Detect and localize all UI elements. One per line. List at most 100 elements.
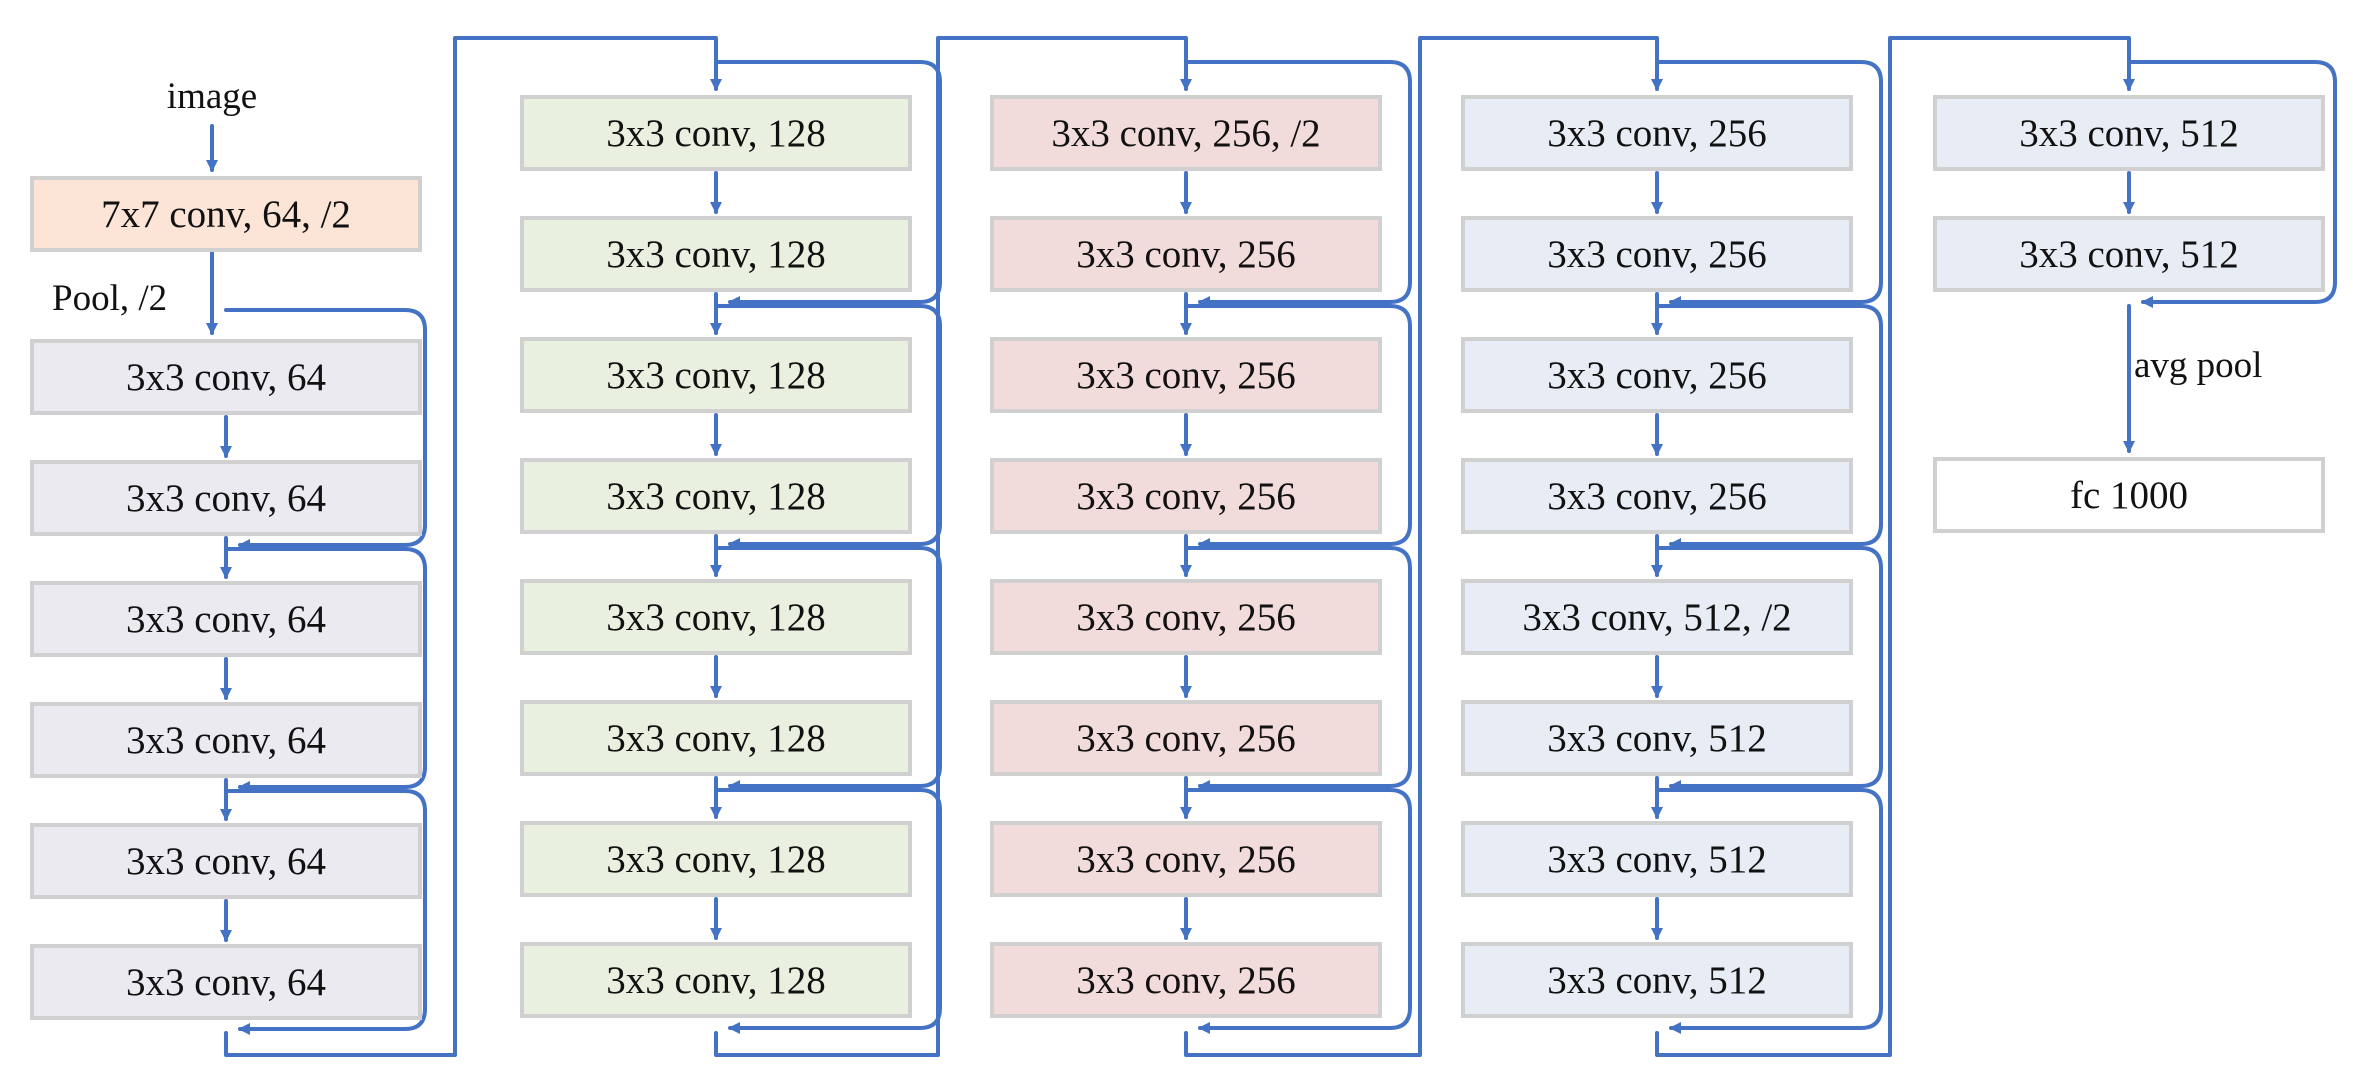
stage-256-512-layer-2: 3x3 conv, 256 (1461, 216, 1853, 292)
stage-256-512-layer-4-rect (1461, 458, 1853, 534)
stage-128-layer-3: 3x3 conv, 128 (520, 337, 912, 413)
stem-conv-box: 7x7 conv, 64, /2 (30, 176, 422, 252)
stage-128-layer-2-label: 3x3 conv, 128 (606, 233, 826, 276)
pool-label: Pool, /2 (52, 278, 167, 319)
stage-256-skip-1 (1184, 60, 1412, 308)
layer-boxes: 7x7 conv, 64, /2 3x3 conv, 64 3x3 conv, 64… (30, 95, 2325, 1020)
stage-64-layer-4-rect (30, 702, 422, 778)
stage-64-layer-4: 3x3 conv, 64 (30, 702, 422, 778)
stage-256-skip-4 (1184, 788, 1412, 1034)
stage-128-layer-8-label: 3x3 conv, 128 (606, 959, 826, 1002)
stage-512-layer-1-rect (1933, 95, 2325, 171)
fc-box-rect (1933, 457, 2325, 533)
stage-128-layer-7-rect (520, 821, 912, 897)
transition-arrow-1 (224, 36, 722, 1057)
stage-64-skip-3 (224, 789, 427, 1035)
stage-128-layer-1-label: 3x3 conv, 128 (606, 112, 826, 155)
stage-256-layer-4: 3x3 conv, 256 (990, 458, 1382, 534)
stage-64-layer-2-label: 3x3 conv, 64 (126, 477, 326, 520)
stage-256-layer-7-label: 3x3 conv, 256 (1076, 838, 1296, 881)
stage-64-layer-5-rect (30, 823, 422, 899)
stage-256-layer-4-rect (990, 458, 1382, 534)
stage-256-512-layer-6: 3x3 conv, 512 (1461, 700, 1853, 776)
stage-256-layer-7-rect (990, 821, 1382, 897)
stage-256-layer-5: 3x3 conv, 256 (990, 579, 1382, 655)
stage-128-layer-4-label: 3x3 conv, 128 (606, 475, 826, 518)
stage-256-512-layer-4-label: 3x3 conv, 256 (1547, 475, 1767, 518)
stage-256-layer-4-label: 3x3 conv, 256 (1076, 475, 1296, 518)
stage-64-layer-6-label: 3x3 conv, 64 (126, 961, 326, 1004)
stage-128-layer-8: 3x3 conv, 128 (520, 942, 912, 1018)
fc-box-label: fc 1000 (2070, 474, 2188, 517)
stage-256-512-layer-8: 3x3 conv, 512 (1461, 942, 1853, 1018)
stage-64-layer-5: 3x3 conv, 64 (30, 823, 422, 899)
transition-arrow-2 (714, 36, 1192, 1057)
stage-256-512-layer-3-label: 3x3 conv, 256 (1547, 354, 1767, 397)
stage-256-512-layer-8-label: 3x3 conv, 512 (1547, 959, 1767, 1002)
stage-256-512-layer-5-label: 3x3 conv, 512, /2 (1522, 596, 1791, 639)
stage-128-layer-6-label: 3x3 conv, 128 (606, 717, 826, 760)
stage-256-512-layer-5-rect (1461, 579, 1853, 655)
stage-256-512-layer-4: 3x3 conv, 256 (1461, 458, 1853, 534)
stage-256-512-layer-3-rect (1461, 337, 1853, 413)
stage-256-layer-2: 3x3 conv, 256 (990, 216, 1382, 292)
stage-64-layer-3: 3x3 conv, 64 (30, 581, 422, 657)
stage-64-layer-2-rect (30, 460, 422, 536)
image-label: image (167, 76, 257, 117)
connectors (206, 36, 2337, 1057)
stage-512-skip-1 (2127, 60, 2337, 308)
stage-256-512-layer-6-rect (1461, 700, 1853, 776)
stage-256-512-layer-8-rect (1461, 942, 1853, 1018)
stage-256-layer-8-label: 3x3 conv, 256 (1076, 959, 1296, 1002)
stage-128-layer-6: 3x3 conv, 128 (520, 700, 912, 776)
stage-128-layer-1: 3x3 conv, 128 (520, 95, 912, 171)
stage-128-layer-3-label: 3x3 conv, 128 (606, 354, 826, 397)
stage-256-layer-6: 3x3 conv, 256 (990, 700, 1382, 776)
stage-256-layer-3-rect (990, 337, 1382, 413)
stem-conv-box-label: 7x7 conv, 64, /2 (101, 193, 351, 236)
stage-128-layer-2: 3x3 conv, 128 (520, 216, 912, 292)
stage-256-512-layer-2-label: 3x3 conv, 256 (1547, 233, 1767, 276)
stage-256-layer-5-label: 3x3 conv, 256 (1076, 596, 1296, 639)
stage-128-layer-6-rect (520, 700, 912, 776)
stage-256-layer-8: 3x3 conv, 256 (990, 942, 1382, 1018)
stage-256-layer-1-rect (990, 95, 1382, 171)
stage-256-512-layer-7-rect (1461, 821, 1853, 897)
stage-256-512-layer-5: 3x3 conv, 512, /2 (1461, 579, 1853, 655)
stage-256-layer-2-rect (990, 216, 1382, 292)
stage-256-layer-6-rect (990, 700, 1382, 776)
stage-512-layer-1-label: 3x3 conv, 512 (2019, 112, 2239, 155)
stage-512-layer-2-rect (1933, 216, 2325, 292)
stage-256-layer-7: 3x3 conv, 256 (990, 821, 1382, 897)
stage-128-layer-5: 3x3 conv, 128 (520, 579, 912, 655)
stage-256-layer-1: 3x3 conv, 256, /2 (990, 95, 1382, 171)
stage-128-layer-1-rect (520, 95, 912, 171)
stage-64-layer-1-rect (30, 339, 422, 415)
stage-256-512-layer-1-label: 3x3 conv, 256 (1547, 112, 1767, 155)
stage-64-layer-6: 3x3 conv, 64 (30, 944, 422, 1020)
stage-512-layer-1: 3x3 conv, 512 (1933, 95, 2325, 171)
stage-256-512-skip-1 (1655, 60, 1883, 308)
stage-512-layer-2: 3x3 conv, 512 (1933, 216, 2325, 292)
stage-256-512-layer-1: 3x3 conv, 256 (1461, 95, 1853, 171)
stage-64-layer-4-label: 3x3 conv, 64 (126, 719, 326, 762)
avg-pool-label: avg pool (2134, 345, 2262, 386)
stage-256-512-layer-3: 3x3 conv, 256 (1461, 337, 1853, 413)
stage-128-layer-5-label: 3x3 conv, 128 (606, 596, 826, 639)
stage-256-512-skip-4 (1655, 788, 1883, 1034)
stage-64-layer-1-label: 3x3 conv, 64 (126, 356, 326, 399)
stage-256-layer-2-label: 3x3 conv, 256 (1076, 233, 1296, 276)
stage-128-layer-4: 3x3 conv, 128 (520, 458, 912, 534)
stage-128-layer-7: 3x3 conv, 128 (520, 821, 912, 897)
stage-64-layer-2: 3x3 conv, 64 (30, 460, 422, 536)
stage-64-layer-6-rect (30, 944, 422, 1020)
transition-arrow-4 (1655, 36, 2135, 1057)
stage-256-layer-8-rect (990, 942, 1382, 1018)
stage-256-layer-3-label: 3x3 conv, 256 (1076, 354, 1296, 397)
stage-256-skip-2 (1184, 304, 1412, 550)
stage-256-layer-1-label: 3x3 conv, 256, /2 (1051, 112, 1320, 155)
stage-128-layer-8-rect (520, 942, 912, 1018)
stage-64-layer-3-rect (30, 581, 422, 657)
stage-512-layer-2-label: 3x3 conv, 512 (2019, 233, 2239, 276)
